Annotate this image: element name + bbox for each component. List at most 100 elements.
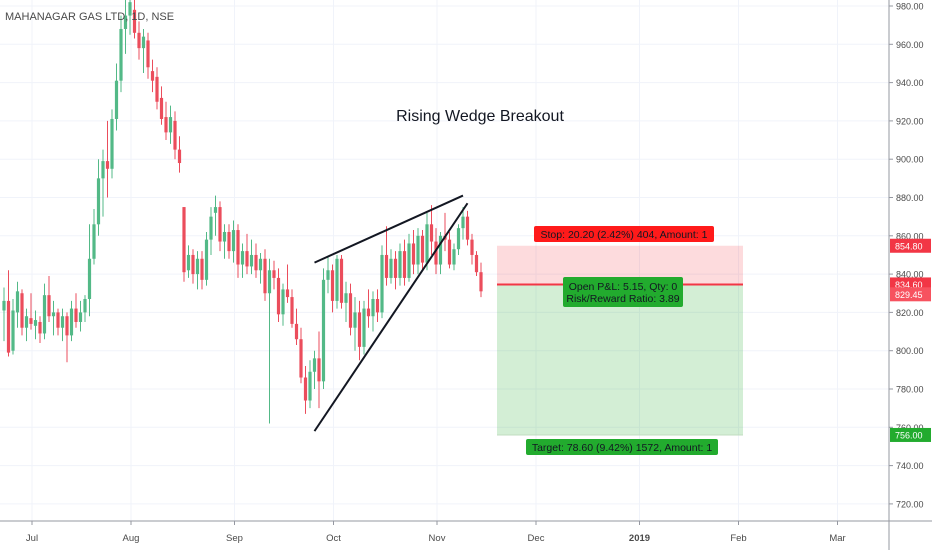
candle[interactable] bbox=[452, 243, 456, 271]
candle[interactable] bbox=[407, 233, 411, 282]
wedge-upper-trendline[interactable] bbox=[314, 194, 464, 264]
candle[interactable] bbox=[209, 207, 213, 255]
candle[interactable] bbox=[137, 21, 141, 60]
candle[interactable] bbox=[78, 300, 83, 332]
candle[interactable] bbox=[155, 67, 159, 110]
candle[interactable] bbox=[447, 231, 452, 269]
candle[interactable] bbox=[164, 101, 168, 141]
candle[interactable] bbox=[344, 281, 348, 322]
candle[interactable] bbox=[132, 0, 137, 39]
candle[interactable] bbox=[159, 86, 164, 125]
candle[interactable] bbox=[74, 293, 78, 328]
candle[interactable] bbox=[6, 270, 11, 357]
candle[interactable] bbox=[362, 300, 366, 355]
candle[interactable] bbox=[254, 243, 258, 278]
candle[interactable] bbox=[398, 243, 402, 286]
candle[interactable] bbox=[51, 300, 56, 336]
candle[interactable] bbox=[227, 224, 231, 259]
candle[interactable] bbox=[177, 136, 182, 173]
candle[interactable] bbox=[443, 212, 447, 252]
candle[interactable] bbox=[2, 287, 6, 342]
candle[interactable] bbox=[186, 245, 191, 278]
candle[interactable] bbox=[281, 283, 285, 326]
candle[interactable] bbox=[47, 276, 51, 322]
candle[interactable] bbox=[321, 268, 326, 389]
candle[interactable] bbox=[60, 308, 65, 342]
candle[interactable] bbox=[123, 0, 128, 54]
candles[interactable] bbox=[2, 0, 483, 424]
candle[interactable] bbox=[389, 249, 393, 284]
candle[interactable] bbox=[335, 254, 339, 309]
candle[interactable] bbox=[42, 283, 47, 340]
candle[interactable] bbox=[272, 260, 276, 290]
candle[interactable] bbox=[245, 233, 249, 275]
candle[interactable] bbox=[173, 111, 177, 160]
candle[interactable] bbox=[348, 283, 353, 336]
annotation-text[interactable]: Rising Wedge Breakout bbox=[396, 108, 564, 125]
candle[interactable] bbox=[128, 0, 132, 35]
time-axis[interactable]: Jul Aug Sep Oct Nov Dec 2019 Feb Mar bbox=[0, 520, 932, 544]
candle[interactable] bbox=[24, 308, 29, 342]
wedge-trendlines[interactable] bbox=[313, 194, 469, 432]
candle[interactable] bbox=[204, 231, 209, 286]
candle[interactable] bbox=[474, 251, 479, 277]
candle[interactable] bbox=[429, 205, 434, 255]
candle[interactable] bbox=[231, 220, 236, 263]
candle[interactable] bbox=[195, 251, 200, 290]
candle[interactable] bbox=[366, 289, 371, 328]
candle[interactable] bbox=[312, 350, 317, 389]
candle[interactable] bbox=[87, 224, 92, 317]
candle[interactable] bbox=[290, 289, 294, 328]
candle[interactable] bbox=[303, 366, 308, 414]
candle[interactable] bbox=[308, 360, 312, 409]
candle[interactable] bbox=[236, 224, 240, 278]
wedge-lower-trendline[interactable] bbox=[313, 202, 469, 432]
candle[interactable] bbox=[438, 231, 443, 275]
candle[interactable] bbox=[110, 109, 114, 179]
candle[interactable] bbox=[456, 224, 461, 255]
price-axis[interactable]: 980.00 960.00 940.00 920.00 900.00 880.00 860.… bbox=[888, 0, 931, 550]
candle[interactable] bbox=[276, 268, 281, 322]
candle[interactable] bbox=[411, 230, 416, 275]
candle[interactable] bbox=[218, 201, 222, 252]
candle[interactable] bbox=[294, 308, 299, 345]
candle[interactable] bbox=[29, 293, 33, 330]
candle[interactable] bbox=[425, 212, 429, 271]
candle[interactable] bbox=[101, 149, 105, 217]
candle[interactable] bbox=[326, 256, 330, 294]
candle[interactable] bbox=[357, 300, 362, 361]
candle[interactable] bbox=[317, 331, 321, 409]
candle[interactable] bbox=[393, 251, 398, 290]
candle[interactable] bbox=[11, 298, 15, 355]
candle[interactable] bbox=[114, 63, 119, 131]
candle[interactable] bbox=[92, 208, 96, 265]
candle[interactable] bbox=[150, 59, 155, 93]
candle[interactable] bbox=[96, 159, 101, 236]
candle[interactable] bbox=[240, 243, 245, 278]
candle[interactable] bbox=[15, 281, 20, 328]
candle[interactable] bbox=[222, 224, 227, 259]
candle[interactable] bbox=[83, 295, 87, 322]
candle[interactable] bbox=[56, 308, 60, 336]
candle[interactable] bbox=[249, 239, 254, 275]
candle[interactable] bbox=[200, 251, 204, 290]
candle[interactable] bbox=[263, 249, 267, 301]
candle[interactable] bbox=[168, 105, 173, 144]
candle[interactable] bbox=[38, 316, 42, 344]
candle[interactable] bbox=[339, 254, 344, 309]
position-zones[interactable] bbox=[497, 245, 743, 436]
candle[interactable] bbox=[299, 327, 303, 384]
candle[interactable] bbox=[20, 289, 24, 336]
candle[interactable] bbox=[375, 289, 380, 322]
candle[interactable] bbox=[285, 264, 290, 303]
candle[interactable] bbox=[213, 195, 218, 236]
candle[interactable] bbox=[380, 245, 384, 319]
candle[interactable] bbox=[384, 226, 389, 286]
candle[interactable] bbox=[65, 312, 69, 363]
candle[interactable] bbox=[105, 120, 110, 198]
candle[interactable] bbox=[461, 207, 465, 240]
candle[interactable] bbox=[141, 28, 146, 74]
candle[interactable] bbox=[330, 264, 335, 313]
candle[interactable] bbox=[119, 15, 123, 93]
